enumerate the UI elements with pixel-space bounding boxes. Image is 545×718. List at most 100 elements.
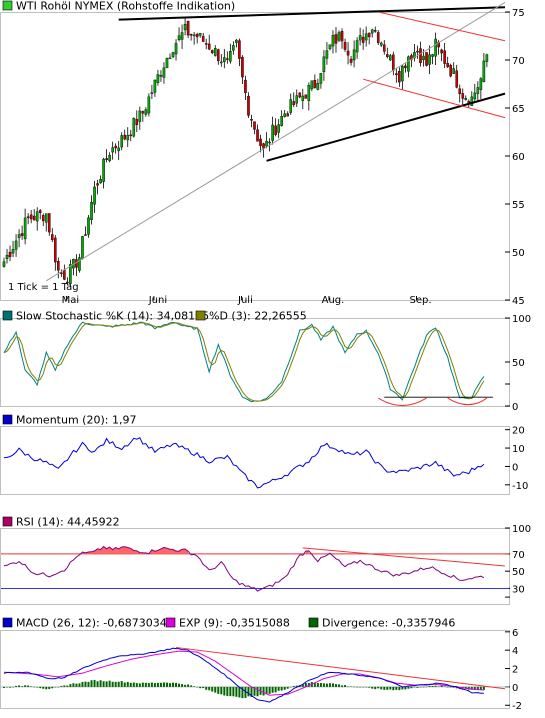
divergence-bar [129, 682, 132, 687]
divergence-bar [93, 679, 96, 687]
candle-body [23, 217, 27, 240]
y-tick-label: 70 [512, 550, 525, 561]
divergence-bar [36, 686, 39, 688]
candle-body [90, 202, 93, 220]
candle-body [186, 20, 190, 36]
candle-body [156, 74, 160, 83]
panel-title-2: %D (3): 22,26555 [209, 310, 307, 323]
divergence-bar [422, 686, 425, 688]
divergence-bar [476, 686, 479, 691]
y-tick-label: 50 [512, 567, 525, 578]
candle-body [458, 88, 462, 95]
candle-body [364, 33, 368, 41]
candle-body [44, 213, 48, 223]
divergence-bar [102, 681, 105, 687]
stoch-k-line [3, 321, 485, 403]
y-tick-label: 2 [512, 665, 518, 676]
candle-body [17, 234, 21, 238]
candle-body [476, 87, 480, 94]
candle-body [253, 121, 256, 130]
candle-body [180, 32, 184, 40]
candle-body [319, 73, 323, 84]
panel-title: RSI (14): 44,45922 [16, 516, 120, 529]
divergence-bar [51, 686, 54, 689]
divergence-bar [365, 686, 368, 688]
stoch-arc [377, 397, 427, 407]
panel-frame [0, 426, 510, 495]
candle-body [385, 54, 389, 57]
candle-body [232, 45, 235, 51]
candle-body [382, 44, 386, 52]
divergence-bar [319, 682, 322, 687]
divergence-bar [344, 685, 347, 687]
candle-body [38, 210, 42, 213]
candle-body [376, 32, 380, 43]
candle-body [165, 58, 169, 69]
divergence-bar [87, 681, 90, 687]
y-tick-label: 100 [512, 524, 531, 535]
divergence-bar [286, 686, 289, 689]
candle-body [310, 80, 314, 90]
candle-body [416, 50, 419, 53]
candle-body [229, 51, 232, 62]
y-tick-label: 50 [512, 248, 525, 259]
candle-body [189, 34, 193, 36]
candle-body [401, 65, 404, 82]
divergence-bar [440, 685, 443, 687]
candle-body [367, 32, 371, 38]
candle-body [461, 93, 465, 99]
divergence-bar [328, 683, 331, 687]
divergence-bar [165, 682, 168, 687]
candle-body [334, 34, 338, 44]
divergence-bar [24, 685, 27, 687]
candle-body [271, 124, 274, 141]
candle-body [150, 92, 154, 94]
divergence-bar [482, 686, 485, 690]
candle-body [223, 57, 226, 63]
divergence-bar [271, 686, 274, 693]
y-tick-label: 100 [512, 314, 531, 325]
candle-body [419, 48, 422, 63]
y-tick-label: 10 [512, 444, 525, 455]
candle-body [485, 54, 489, 62]
divergence-bar [172, 682, 175, 687]
divergence-bar [304, 682, 307, 687]
divergence-bar [72, 683, 75, 687]
divergence-bar [226, 686, 229, 697]
candle-body [108, 155, 111, 162]
candle-body [87, 217, 90, 235]
candle-body [428, 54, 431, 65]
panel-title-2: EXP (9): -0,3515088 [179, 617, 290, 630]
candle-body [422, 55, 425, 61]
candle-body [114, 145, 117, 149]
divergence-bar [416, 686, 419, 688]
divergence-bar [241, 686, 244, 699]
y-tick-label: 45 [512, 296, 525, 307]
panel-title: Slow Stochastic %K (14): 34,08195 [16, 310, 209, 323]
x-tick-label: Mai [62, 295, 80, 306]
candle-body [259, 138, 262, 146]
candle-body [153, 79, 157, 93]
macd-exp-line [3, 650, 484, 696]
divergence-bar [168, 683, 171, 687]
candle-body [358, 35, 362, 41]
divergence-bar [21, 686, 24, 687]
y-tick-label: 50 [512, 358, 525, 369]
candle-body [437, 41, 440, 48]
candle-body [69, 264, 72, 284]
candle-body [464, 98, 468, 100]
candle-body [171, 52, 175, 58]
candle-body [183, 24, 187, 31]
divergence-bar [114, 681, 117, 687]
candle-body [66, 281, 69, 284]
divergence-bar [135, 683, 138, 687]
candle-body [117, 147, 120, 152]
candle-body [60, 272, 63, 274]
candle-body [135, 118, 139, 126]
candle-body [144, 109, 148, 115]
candle-body [8, 251, 12, 257]
divergence-bar [425, 686, 428, 688]
divergence-bar [178, 683, 181, 687]
